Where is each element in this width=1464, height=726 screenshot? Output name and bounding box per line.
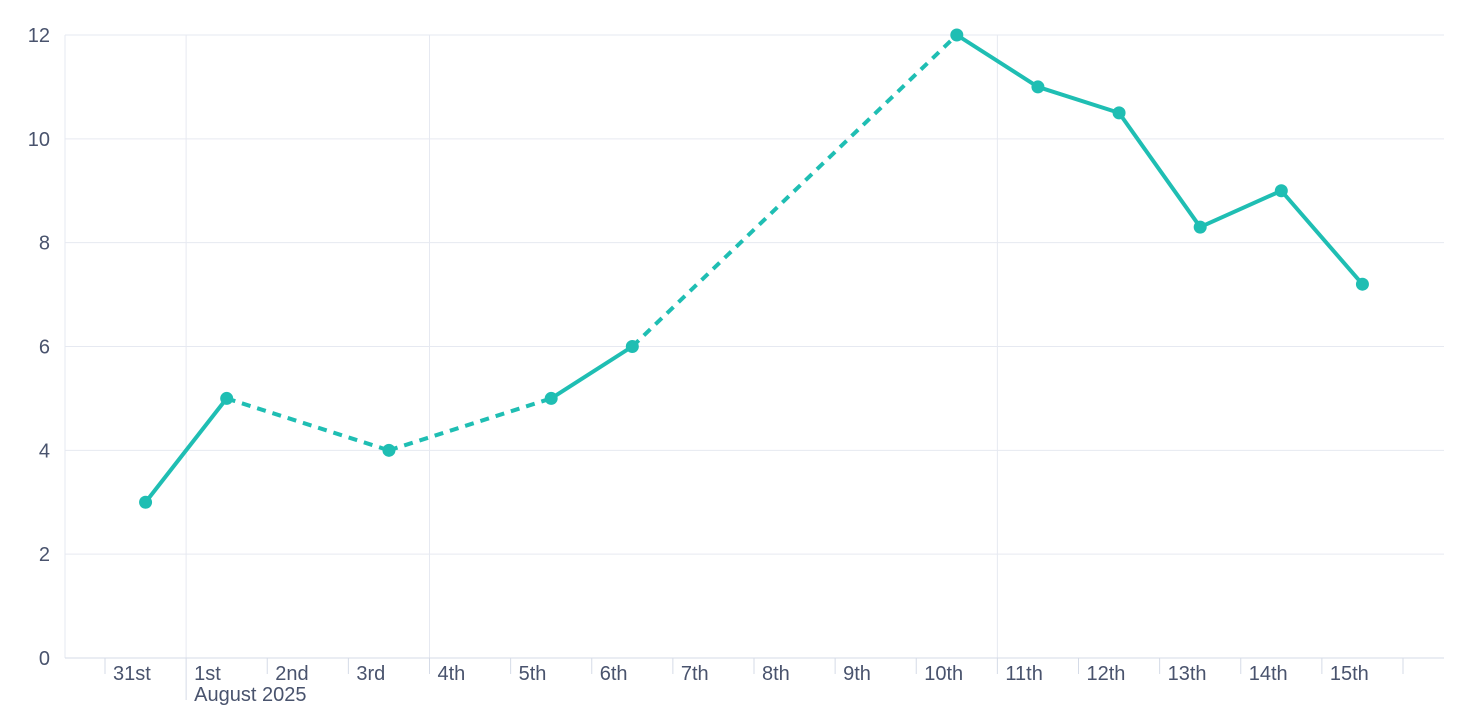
series-segment-dashed xyxy=(630,33,959,348)
x-tick-label: 12th xyxy=(1087,663,1126,685)
data-point-13th[interactable] xyxy=(1193,220,1207,234)
series-segment-dashed xyxy=(226,396,390,453)
data-point-3rd[interactable] xyxy=(382,443,396,457)
series-segment-solid xyxy=(1035,84,1122,115)
data-point-6th[interactable] xyxy=(625,340,639,353)
x-tick-label: 10th xyxy=(924,663,963,685)
series-segment-dashed xyxy=(388,396,552,453)
data-point-15th[interactable] xyxy=(1355,277,1369,291)
x-tick-label: 4th xyxy=(438,663,466,685)
x-tick-label: 6th xyxy=(600,663,628,685)
x-tick-label: 1st xyxy=(194,663,221,685)
data-point-12th[interactable] xyxy=(1112,106,1126,120)
series-segment-solid xyxy=(1279,188,1365,287)
y-tick-label: 8 xyxy=(39,233,50,255)
data-point-31st[interactable] xyxy=(139,495,153,509)
y-tick-label: 2 xyxy=(39,544,50,566)
x-tick-label: 11th xyxy=(1005,663,1042,685)
series-segment-solid xyxy=(954,33,1040,89)
x-tick-label: 5th xyxy=(519,663,547,685)
x-tick-label: 2nd xyxy=(275,663,308,685)
x-tick-label: 15th xyxy=(1330,663,1369,685)
x-tick-label: 31st xyxy=(113,663,151,685)
data-point-14th[interactable] xyxy=(1274,184,1288,198)
x-tick-label: 7th xyxy=(681,663,709,685)
x-tick-label: 3rd xyxy=(356,663,385,685)
x-tick-label: 8th xyxy=(762,663,790,685)
x-axis-month-label: August 2025 xyxy=(194,684,306,706)
data-point-5th[interactable] xyxy=(544,391,558,405)
data-point-10th[interactable] xyxy=(950,28,964,42)
y-tick-label: 4 xyxy=(39,440,50,462)
data-point-11th[interactable] xyxy=(1031,80,1045,94)
y-tick-label: 12 xyxy=(28,25,50,47)
series-segment-solid xyxy=(143,396,229,505)
y-tick-label: 6 xyxy=(39,337,50,359)
series-segment-solid xyxy=(1198,188,1284,230)
x-tick-label: 13th xyxy=(1168,663,1207,685)
x-tick-label: 14th xyxy=(1249,663,1288,685)
series-segment-solid xyxy=(1117,110,1203,230)
series-segment-solid xyxy=(549,344,635,401)
y-tick-label: 0 xyxy=(39,648,50,670)
y-tick-label: 10 xyxy=(28,129,50,151)
x-tick-label: 9th xyxy=(843,663,871,685)
data-point-1st[interactable] xyxy=(220,391,234,405)
